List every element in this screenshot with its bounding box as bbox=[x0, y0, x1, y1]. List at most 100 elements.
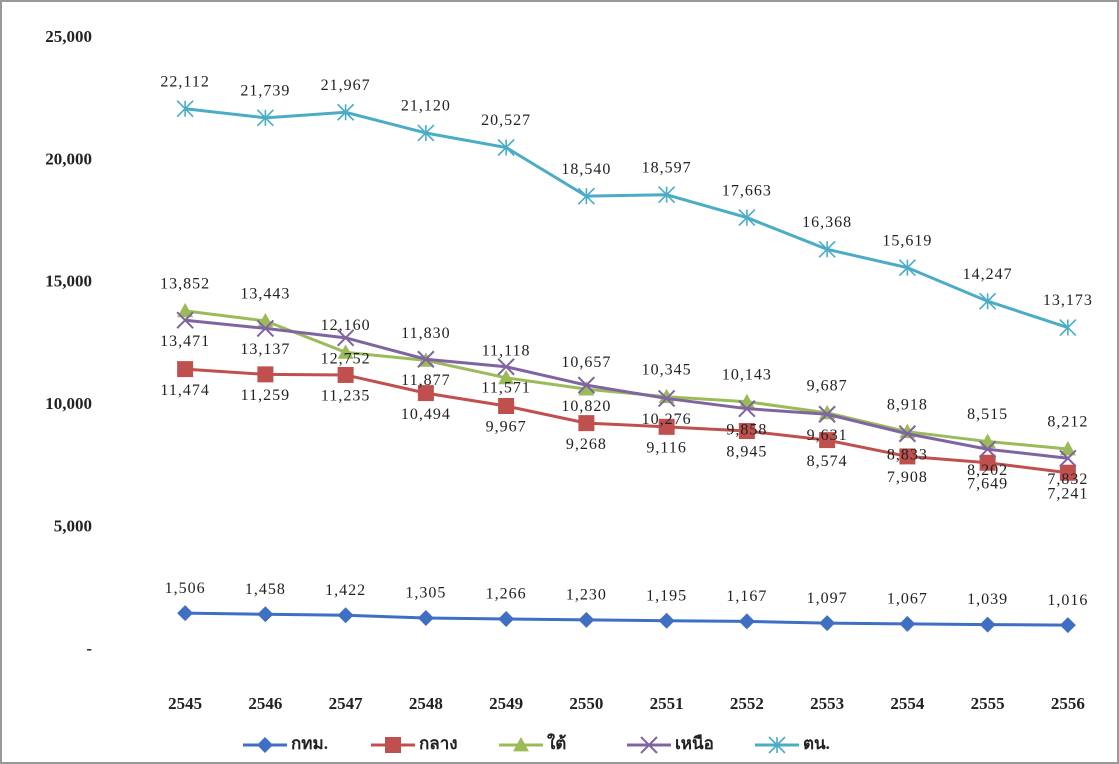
data-label: 10,657 bbox=[561, 354, 611, 371]
data-point bbox=[978, 440, 997, 458]
data-label: 10,820 bbox=[561, 398, 611, 415]
data-point bbox=[898, 425, 917, 443]
data-point bbox=[1059, 617, 1076, 634]
data-label: 11,235 bbox=[321, 388, 370, 405]
data-label: 1,195 bbox=[646, 587, 687, 604]
data-point bbox=[899, 615, 916, 632]
data-label: 1,506 bbox=[165, 580, 206, 597]
data-label: 7,908 bbox=[887, 469, 928, 486]
data-point bbox=[497, 138, 515, 157]
data-label: 10,494 bbox=[401, 406, 451, 423]
data-label: 9,858 bbox=[726, 421, 767, 438]
legend-marker bbox=[385, 737, 401, 753]
legend-label: กทม. bbox=[291, 734, 328, 753]
data-point bbox=[1059, 318, 1077, 337]
data-point bbox=[498, 369, 515, 385]
series-line bbox=[185, 611, 1068, 627]
data-label: 8,515 bbox=[967, 406, 1008, 423]
data-point bbox=[498, 611, 515, 628]
data-label: 7,649 bbox=[967, 475, 1008, 492]
data-label: 11,877 bbox=[401, 372, 450, 389]
data-point bbox=[979, 292, 997, 310]
data-point bbox=[417, 124, 435, 142]
y-tick-label: 5,000 bbox=[54, 517, 92, 536]
data-point bbox=[578, 611, 595, 628]
data-point bbox=[738, 209, 756, 227]
data-label: 10,143 bbox=[722, 366, 772, 383]
data-point bbox=[256, 319, 275, 338]
data-point bbox=[177, 361, 194, 378]
data-label: 9,687 bbox=[807, 378, 848, 395]
data-point bbox=[257, 366, 274, 383]
data-point bbox=[177, 302, 194, 318]
data-label: 13,443 bbox=[240, 286, 290, 303]
x-tick-label: 2556 bbox=[1051, 694, 1085, 713]
data-label: 9,631 bbox=[807, 427, 848, 444]
data-label: 1,039 bbox=[967, 591, 1008, 608]
data-label: 13,173 bbox=[1043, 292, 1093, 309]
y-tick-label: 20,000 bbox=[45, 149, 92, 168]
data-label: 1,305 bbox=[405, 585, 446, 602]
legend-marker bbox=[513, 737, 529, 752]
data-label: 13,137 bbox=[240, 341, 290, 358]
data-label: 1,458 bbox=[245, 581, 286, 598]
data-label: 16,368 bbox=[802, 214, 852, 231]
data-point bbox=[417, 385, 434, 402]
x-tick-label: 2547 bbox=[329, 694, 364, 713]
data-point bbox=[1059, 440, 1076, 456]
data-point bbox=[819, 615, 836, 632]
data-label: 18,540 bbox=[561, 161, 611, 178]
data-point bbox=[337, 366, 354, 383]
data-label: 11,118 bbox=[482, 343, 531, 360]
data-label: 8,212 bbox=[1047, 414, 1088, 431]
data-label: 9,967 bbox=[486, 419, 527, 436]
data-point bbox=[898, 259, 916, 277]
y-tick-label: 15,000 bbox=[45, 272, 92, 291]
data-label: 21,967 bbox=[321, 77, 371, 94]
y-tick-label: 25,000 bbox=[45, 27, 92, 46]
data-label: 11,830 bbox=[401, 325, 450, 342]
data-point bbox=[417, 610, 434, 627]
data-point bbox=[177, 605, 194, 622]
data-point bbox=[417, 350, 435, 368]
series-line bbox=[184, 107, 1069, 329]
data-point bbox=[1059, 464, 1076, 481]
data-point bbox=[658, 418, 675, 435]
data-label: 1,016 bbox=[1047, 592, 1088, 609]
data-point bbox=[578, 381, 595, 396]
data-label: 8,918 bbox=[887, 396, 928, 413]
data-point bbox=[899, 448, 916, 465]
data-label: 7,832 bbox=[1047, 471, 1088, 488]
legend-label: ใต้ bbox=[547, 733, 566, 753]
legend-marker bbox=[640, 736, 658, 754]
data-label: 13,852 bbox=[160, 276, 210, 293]
data-label: 8,945 bbox=[726, 444, 767, 461]
data-point bbox=[738, 613, 755, 630]
data-point bbox=[658, 186, 676, 204]
data-label: 11,474 bbox=[160, 382, 209, 399]
data-point bbox=[979, 616, 996, 633]
legend-label: เหนือ bbox=[675, 733, 714, 753]
data-label: 11,571 bbox=[481, 379, 530, 396]
data-label: 12,752 bbox=[321, 351, 371, 368]
data-label: 22,112 bbox=[160, 73, 209, 90]
data-point bbox=[176, 311, 194, 329]
x-tick-label: 2551 bbox=[650, 694, 684, 713]
data-label: 1,266 bbox=[486, 586, 527, 603]
data-label: 8,833 bbox=[887, 446, 928, 463]
data-point bbox=[738, 399, 756, 418]
y-tick-label: 10,000 bbox=[45, 394, 92, 413]
data-point bbox=[176, 100, 194, 118]
data-point bbox=[657, 389, 676, 408]
series-line bbox=[184, 318, 1069, 460]
data-label: 11,259 bbox=[241, 387, 290, 404]
x-tick-label: 2550 bbox=[569, 694, 603, 713]
data-label: 9,268 bbox=[566, 436, 607, 453]
legend-marker bbox=[768, 736, 786, 754]
data-label: 1,097 bbox=[807, 590, 848, 607]
data-point bbox=[818, 405, 836, 423]
data-point bbox=[498, 398, 515, 415]
data-point bbox=[336, 329, 355, 347]
data-point bbox=[819, 432, 836, 449]
